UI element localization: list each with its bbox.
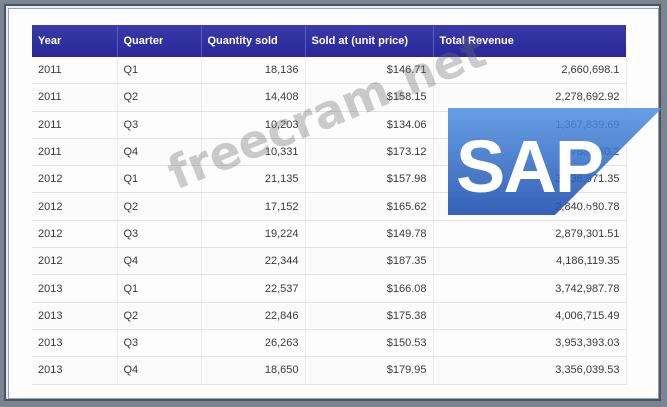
column-header-total-revenue[interactable]: Total Revenue [433, 25, 626, 57]
cell-year: 2012 [32, 220, 118, 249]
cell-quantity-sold: 18,650 [201, 356, 306, 385]
cell-unit-price: $175.38 [305, 302, 434, 330]
cell-unit-price: $166.08 [305, 274, 434, 303]
cell-quantity-sold: 10,203 [201, 111, 306, 139]
cell-total-revenue: 4,006,715.49 [433, 302, 627, 330]
table-header-row: Year Quarter Quantity sold Sold at (unit… [32, 25, 626, 57]
table-row[interactable]: 2012 Q1 21,135 $157.98 3,338,971.35 [32, 165, 627, 194]
cell-quarter: Q1 [117, 274, 202, 303]
cell-quarter: Q4 [117, 356, 202, 385]
cell-unit-price: $173.12 [305, 138, 434, 167]
table-row[interactable]: 2012 Q2 17,152 $165.62 2,840,680.78 [32, 192, 627, 221]
cell-unit-price: $150.53 [305, 329, 434, 358]
cell-unit-price: $165.62 [305, 192, 434, 221]
cell-quantity-sold: 22,344 [201, 247, 306, 276]
cell-year: 2011 [32, 83, 118, 112]
cell-quarter: Q3 [117, 220, 202, 249]
cell-quantity-sold: 14,408 [201, 83, 306, 112]
cell-total-revenue: 3,953,393.03 [433, 329, 627, 358]
revenue-table: Year Quarter Quantity sold Sold at (unit… [32, 25, 627, 385]
cell-total-revenue: 1,788,860.2 [433, 138, 627, 167]
table-row[interactable]: 2011 Q4 10,331 $173.12 1,788,860.2 [32, 138, 627, 167]
cell-unit-price: $149.78 [305, 220, 434, 249]
cell-unit-price: $146.71 [305, 57, 434, 85]
table-row[interactable]: 2012 Q3 19,224 $149.78 2,879,301.51 [32, 220, 627, 249]
cell-year: 2011 [32, 138, 118, 167]
cell-quantity-sold: 22,537 [201, 274, 306, 303]
cell-year: 2013 [32, 356, 118, 385]
cell-total-revenue: 2,879,301.51 [433, 220, 627, 249]
column-header-year[interactable]: Year [32, 25, 118, 57]
cell-quantity-sold: 22,846 [201, 302, 306, 330]
cell-total-revenue: 2,278,692.92 [433, 83, 627, 112]
table-row[interactable]: 2013 Q4 18,650 $179.95 3,356,039.53 [32, 356, 627, 385]
cell-year: 2012 [32, 165, 118, 194]
column-header-quantity-sold[interactable]: Quantity sold [201, 25, 306, 57]
cell-unit-price: $157.98 [305, 165, 434, 194]
column-header-quarter[interactable]: Quarter [117, 25, 202, 57]
cell-unit-price: $134.06 [305, 111, 434, 139]
cell-quantity-sold: 21,135 [201, 165, 306, 194]
cell-year: 2011 [32, 111, 118, 139]
table-body: 2011 Q1 18,136 $146.71 2,660,698.1 2011 Q2 14,4… [32, 57, 627, 385]
cell-year: 2012 [32, 247, 118, 276]
cell-unit-price: $187.35 [305, 247, 434, 276]
cell-quarter: Q2 [117, 192, 202, 221]
cell-quarter: Q1 [117, 57, 202, 85]
cell-quantity-sold: 10,331 [201, 138, 306, 167]
cell-quantity-sold: 26,263 [201, 329, 306, 358]
table-row[interactable]: 2012 Q4 22,344 $187.35 4,186,119.35 [32, 247, 627, 276]
cell-year: 2013 [32, 329, 118, 358]
cell-quantity-sold: 18,136 [201, 57, 306, 85]
table-row[interactable]: 2013 Q2 22,846 $175.38 4,006,715.49 [32, 302, 627, 330]
cell-quarter: Q3 [117, 329, 202, 358]
cell-unit-price: $179.95 [305, 356, 434, 385]
cell-year: 2012 [32, 192, 118, 221]
cell-total-revenue: 3,338,971.35 [433, 165, 627, 194]
table-row[interactable]: 2011 Q2 14,408 $158.15 2,278,692.92 [32, 83, 627, 112]
cell-quarter: Q3 [117, 111, 202, 139]
cell-quarter: Q4 [117, 247, 202, 276]
cell-unit-price: $158.15 [305, 83, 434, 112]
cell-year: 2013 [32, 302, 118, 330]
cell-year: 2011 [32, 57, 118, 85]
cell-total-revenue: 4,186,119.35 [433, 247, 627, 276]
table-row[interactable]: 2013 Q1 22,537 $166.08 3,742,987.78 [32, 274, 627, 303]
cell-quantity-sold: 19,224 [201, 220, 306, 249]
cell-year: 2013 [32, 274, 118, 303]
cell-quarter: Q1 [117, 165, 202, 194]
cell-total-revenue: 1,367,839.69 [433, 111, 627, 139]
cell-quantity-sold: 17,152 [201, 192, 306, 221]
cell-total-revenue: 2,840,680.78 [433, 192, 627, 221]
cell-total-revenue: 3,742,987.78 [433, 274, 627, 303]
cell-quarter: Q4 [117, 138, 202, 167]
cell-quarter: Q2 [117, 83, 202, 112]
column-header-unit-price[interactable]: Sold at (unit price) [305, 25, 434, 57]
cell-total-revenue: 2,660,698.1 [433, 57, 627, 85]
table-row[interactable]: 2011 Q1 18,136 $146.71 2,660,698.1 [32, 57, 627, 85]
cell-quarter: Q2 [117, 302, 202, 330]
revenue-table-container: Year Quarter Quantity sold Sold at (unit… [32, 25, 627, 385]
cell-total-revenue: 3,356,039.53 [433, 356, 627, 385]
table-row[interactable]: 2013 Q3 26,263 $150.53 3,953,393.03 [32, 329, 627, 358]
table-row[interactable]: 2011 Q3 10,203 $134.06 1,367,839.69 [32, 111, 627, 139]
